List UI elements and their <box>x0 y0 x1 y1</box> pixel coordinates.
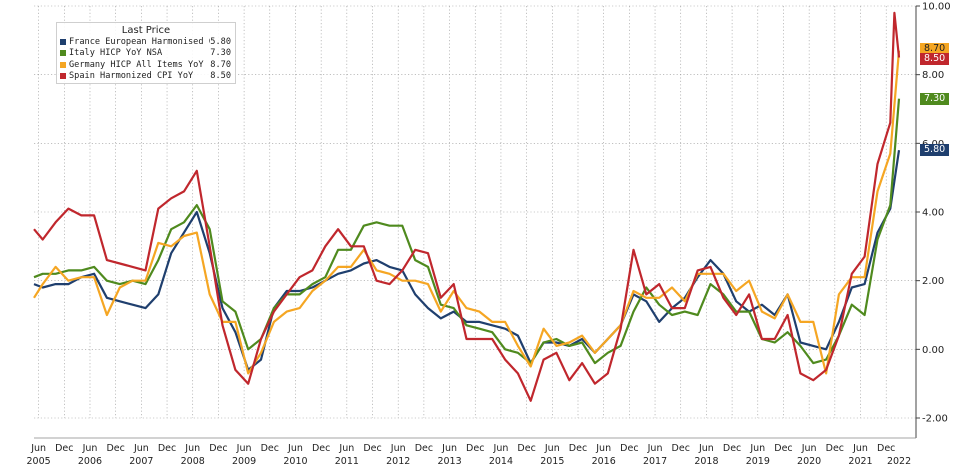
y-tick-label: -2.00 <box>922 414 948 425</box>
x-tick-month: Dec <box>723 443 741 454</box>
x-tick-month: Jun <box>749 443 765 454</box>
x-tick-year: 2010 <box>283 456 307 467</box>
x-tick-month: Jun <box>493 443 509 454</box>
x-tick-year: 2016 <box>592 456 616 467</box>
y-tick-label: 0.00 <box>922 345 944 356</box>
x-tick-month: Dec <box>312 443 330 454</box>
x-tick-year: 2006 <box>78 456 102 467</box>
x-tick-year: 2017 <box>643 456 667 467</box>
x-tick-month: Jun <box>544 443 560 454</box>
legend-swatch <box>60 50 66 57</box>
x-tick-month: Dec <box>415 443 433 454</box>
last-value-tag: 8.70 <box>920 42 950 55</box>
last-value-tag: 7.30 <box>920 92 950 105</box>
series-line-4 <box>33 11 901 402</box>
y-tick-label: 2.00 <box>922 276 944 287</box>
legend-label: Germany HICP All Items YoY <box>69 59 204 70</box>
x-tick-month: Jun <box>390 443 406 454</box>
x-tick-year: 2005 <box>27 456 51 467</box>
x-tick-month: Dec <box>466 443 484 454</box>
x-tick-month: Dec <box>363 443 381 454</box>
x-tick-month: Jun <box>852 443 868 454</box>
legend-value: 8.50 <box>210 71 231 82</box>
x-tick-month: Jun <box>184 443 200 454</box>
legend-label: France European Harmonised CPI YoY <box>69 36 210 47</box>
x-tick-year: 2007 <box>129 456 153 467</box>
legend-item-spain: Spain Harmonized CPI YoY 8.50 <box>57 71 235 83</box>
x-tick-month: Jun <box>287 443 303 454</box>
x-tick-month: Jun <box>595 443 611 454</box>
x-tick-year: 2019 <box>746 456 770 467</box>
x-tick-month: Dec <box>517 443 535 454</box>
x-tick-month: Dec <box>261 443 279 454</box>
x-tick-month: Jun <box>133 443 149 454</box>
x-tick-month: Jun <box>82 443 98 454</box>
x-tick-year: 2012 <box>386 456 410 467</box>
x-tick-month: Dec <box>55 443 73 454</box>
x-tick-month: Jun <box>801 443 817 454</box>
legend: Last Price France European Harmonised CP… <box>56 22 236 84</box>
x-tick-year: 2014 <box>489 456 513 467</box>
x-tick-month: Dec <box>620 443 638 454</box>
legend-item-france: France European Harmonised CPI YoY 5.80 <box>57 36 235 48</box>
legend-item-italy: Italy HICP YoY NSA 7.30 <box>57 48 235 60</box>
x-tick-month: Dec <box>106 443 124 454</box>
x-tick-month: Jun <box>236 443 252 454</box>
legend-swatch <box>60 73 66 80</box>
y-tick-label: 4.00 <box>922 208 944 219</box>
x-axis: Jun Dec Jun Dec Jun Dec Jun Dec Jun Dec Jun Dec Jun D… <box>27 437 916 467</box>
x-tick-month: Jun <box>30 443 46 454</box>
x-tick-year: 2018 <box>694 456 718 467</box>
x-tick-year: 2011 <box>335 456 359 467</box>
x-tick-year: 2022 <box>887 456 911 467</box>
legend-swatch <box>60 61 66 68</box>
y-tick-label: 8.00 <box>922 70 944 81</box>
y-axis: 10.008.006.004.002.000.00-2.00 <box>915 2 951 438</box>
y-tick-label: 10.00 <box>922 2 951 13</box>
x-tick-month: Jun <box>698 443 714 454</box>
x-tick-month: Dec <box>158 443 176 454</box>
series-line-1 <box>33 150 901 371</box>
x-tick-year: 2015 <box>540 456 564 467</box>
x-tick-month: Dec <box>826 443 844 454</box>
x-tick-year: 2009 <box>232 456 256 467</box>
x-tick-year: 2020 <box>797 456 821 467</box>
x-tick-year: 2008 <box>181 456 205 467</box>
x-tick-month: Dec <box>877 443 895 454</box>
legend-title: Last Price <box>121 25 171 36</box>
last-value-tag: 5.80 <box>920 144 950 157</box>
x-tick-month: Jun <box>647 443 663 454</box>
x-tick-month: Dec <box>569 443 587 454</box>
legend-value: 8.70 <box>210 59 231 70</box>
legend-item-germany: Germany HICP All Items YoY 8.70 <box>57 59 235 71</box>
legend-label: Italy HICP YoY NSA <box>69 48 163 59</box>
x-tick-month: Jun <box>441 443 457 454</box>
last-value-tag: 8.50 <box>920 52 950 65</box>
legend-swatch <box>60 38 66 45</box>
x-tick-month: Dec <box>672 443 690 454</box>
x-tick-month: Dec <box>209 443 227 454</box>
series-line-3 <box>33 50 901 375</box>
legend-value: 7.30 <box>210 48 231 59</box>
x-tick-month: Jun <box>338 443 354 454</box>
legend-label: Spain Harmonized CPI YoY <box>69 71 194 82</box>
grid <box>34 5 916 419</box>
series-lines <box>33 11 901 402</box>
x-tick-year: 2021 <box>848 456 872 467</box>
x-tick-month: Dec <box>774 443 792 454</box>
x-tick-year: 2013 <box>437 456 461 467</box>
legend-value: 5.80 <box>210 36 231 47</box>
series-line-2 <box>33 98 901 365</box>
